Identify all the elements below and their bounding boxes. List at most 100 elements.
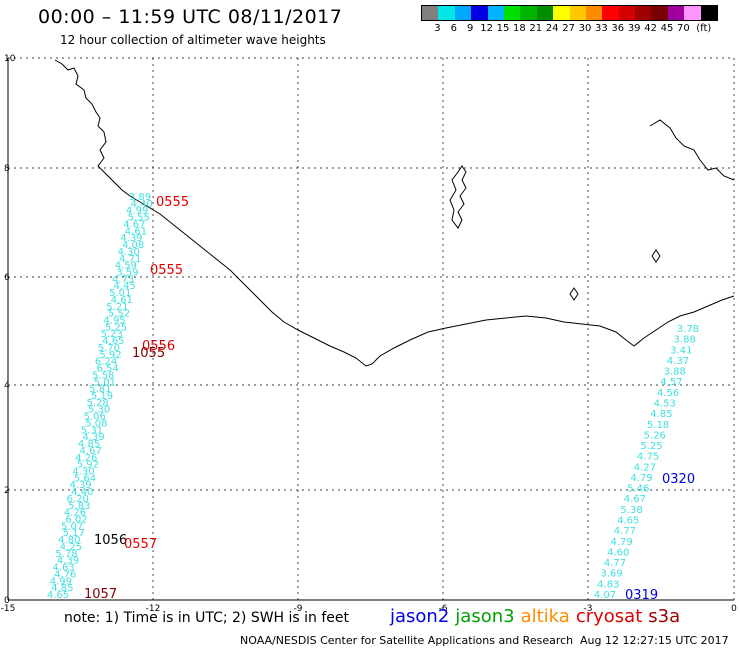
coastline xyxy=(54,59,735,367)
wave-height-value: 6.24 xyxy=(95,357,117,368)
legend-swatch xyxy=(569,6,586,20)
wave-height-value: 4.79 xyxy=(630,473,652,484)
wave-height-value: 4.37 xyxy=(667,356,689,367)
units-note: note: 1) Time is in UTC; 2) SWH is in fe… xyxy=(64,610,350,626)
pass-time-label: 0556 xyxy=(142,339,175,354)
wave-height-value: 5.52 xyxy=(108,309,130,320)
satellite-jason3: jason3 xyxy=(455,606,515,627)
legend-label: 12 xyxy=(480,23,493,34)
wave-height-value: 5.78 xyxy=(55,549,77,560)
legend-swatch xyxy=(553,6,570,20)
wave-height-value: 5.01 xyxy=(109,288,131,299)
legend-swatch xyxy=(602,6,619,20)
wave-height-value: 4.65 xyxy=(47,590,69,601)
map-frame xyxy=(7,58,734,601)
wave-height-value: 4.53 xyxy=(654,398,676,409)
wave-height-value: 4.57 xyxy=(660,377,682,388)
wave-height-value: 3.88 xyxy=(674,335,696,346)
wave-height-value: 5.23 xyxy=(101,329,123,340)
wave-height-value: 4.07 xyxy=(594,590,616,601)
pass-time-label: 1057 xyxy=(84,587,117,602)
wave-height-value: 5.55 xyxy=(128,213,150,224)
wave-height-value: 4.39 xyxy=(120,233,142,244)
legend-swatch xyxy=(585,6,603,20)
latitude-tick-label: 0 xyxy=(4,596,10,606)
color-legend: 3 6 9 12 15 18 21 24 27 30 33 36 39 42 45 70 (ft) xyxy=(421,5,719,35)
wave-height-value: 5.92 xyxy=(77,460,99,471)
wave-height-value: 4.67 xyxy=(624,494,646,505)
pass-time-label: 1056 xyxy=(94,533,127,548)
wave-height-value: 4.76 xyxy=(54,569,76,580)
wave-height-value: 3.69 xyxy=(601,569,623,580)
wave-height-value: 6.02 xyxy=(65,515,87,526)
wave-height-value: 4.08 xyxy=(122,240,144,251)
wave-height-value: 5.31 xyxy=(81,425,103,436)
wave-height-value: 5.28 xyxy=(86,398,108,409)
wave-height-value: 4.99 xyxy=(126,206,148,217)
wave-height-value: 4.39 xyxy=(82,432,104,443)
wave-height-value: 4.71 xyxy=(119,254,141,265)
legend-label: 21 xyxy=(529,23,543,34)
wave-height-value: 5.08 xyxy=(85,418,107,429)
wave-height-value: 3.41 xyxy=(670,345,692,356)
legend-swatch xyxy=(503,6,521,20)
wave-height-value: 3.88 xyxy=(664,367,686,378)
legend-label: 42 xyxy=(644,23,657,34)
wave-height-value: 5.17 xyxy=(63,528,85,539)
wave-height-value: 4.63 xyxy=(53,563,75,574)
wave-height-value: 5.25 xyxy=(105,322,127,333)
legend-swatches xyxy=(421,5,719,21)
wave-height-value: 4.30 xyxy=(72,466,94,477)
wave-height-value: 5.70 xyxy=(98,343,120,354)
longitude-tick-label: 0 xyxy=(731,604,737,614)
latitude-tick-label: 10 xyxy=(4,54,16,64)
legend-label: 27 xyxy=(562,23,575,34)
wave-height-value: 6.20 xyxy=(67,494,89,505)
legend-swatch xyxy=(438,6,455,20)
wave-height-value: 5.30 xyxy=(88,405,110,416)
wave-height-value: 4.75 xyxy=(637,452,659,463)
wave-height-value: 4.39 xyxy=(69,480,91,491)
latitude-tick-label: 6 xyxy=(4,273,10,283)
east-altimeter-track: 3.783.883.414.373.884.574.564.534.855.18… xyxy=(594,324,699,601)
wave-height-value: 5.07 xyxy=(61,521,83,532)
wave-height-value: 5.01 xyxy=(94,377,116,388)
legend-swatch xyxy=(536,6,554,20)
wave-height-value: 4.56 xyxy=(657,388,679,399)
wave-height-value: 4.77 xyxy=(614,526,636,537)
legend-swatch xyxy=(520,6,537,20)
wave-height-value: 6.54 xyxy=(97,364,119,375)
legend-swatch xyxy=(635,6,652,20)
wave-height-value: 4.83 xyxy=(597,579,619,590)
wave-height-value: 3.59 xyxy=(116,267,138,278)
wave-height-value: 4.26 xyxy=(75,453,97,464)
lake-volta-outline xyxy=(449,165,467,229)
legend-label: 70 xyxy=(677,23,690,34)
wave-height-value: 5.21 xyxy=(106,302,128,313)
wave-height-value: 4.30 xyxy=(118,247,140,258)
pass-time-label: 0320 xyxy=(662,472,695,487)
lake-outline-east xyxy=(651,249,661,263)
legend-swatch xyxy=(618,6,636,20)
legend-swatch xyxy=(651,6,668,20)
longitude-tick-label: -12 xyxy=(146,604,161,614)
wave-height-value: 3.78 xyxy=(677,324,699,335)
legend-swatch xyxy=(487,6,504,20)
pass-time-label: 1055 xyxy=(132,346,165,361)
legend-label: 24 xyxy=(545,23,559,34)
wave-height-value: 4.25 xyxy=(60,542,82,553)
longitude-tick-label: -6 xyxy=(439,604,448,614)
legend-label: 39 xyxy=(627,23,641,34)
wave-height-value: 4.67 xyxy=(123,219,145,230)
wave-height-value: 4.65 xyxy=(102,336,124,347)
legend-swatch xyxy=(667,6,685,20)
wave-height-value: 5.92 xyxy=(99,350,121,361)
legend-swatch xyxy=(422,6,439,20)
longitude-tick-label: -9 xyxy=(294,604,303,614)
legend-label: 9 xyxy=(467,23,474,34)
wave-height-value: 5.18 xyxy=(647,420,669,431)
wave-height-value: 4.85 xyxy=(78,439,100,450)
wave-height-value: 4.60 xyxy=(607,547,629,558)
map-subtitle: 12 hour collection of altimeter wave hei… xyxy=(60,33,326,47)
